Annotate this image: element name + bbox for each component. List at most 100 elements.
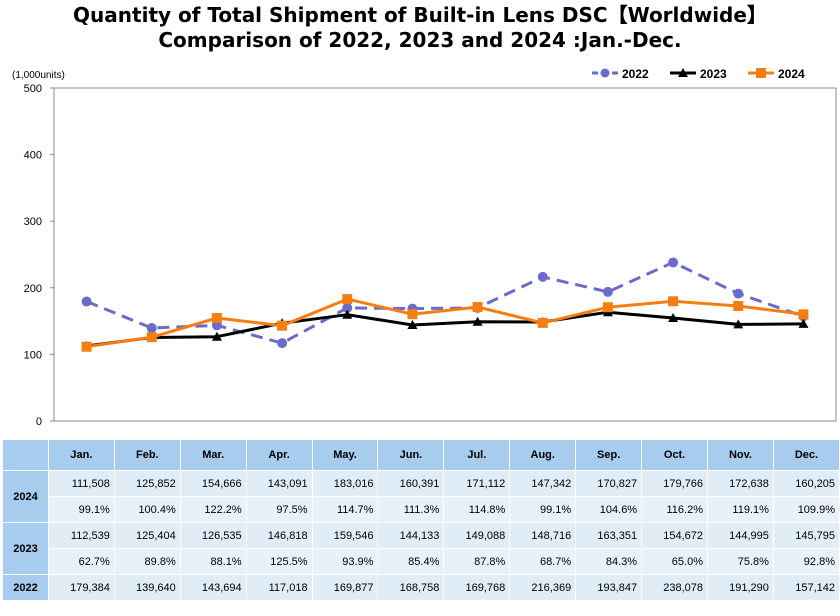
data-point-2024 (277, 320, 288, 331)
yoy-percent: 125.5% (245, 548, 313, 575)
shipment-value: 159,546 (311, 522, 379, 549)
data-point-2024 (211, 312, 222, 323)
shipment-value: 144,995 (707, 522, 774, 549)
table-header-row: Jan. Feb. Mar. Apr. May. Jun. Jul. Aug. … (2, 439, 840, 471)
yoy-percent: 104.6% (575, 496, 643, 523)
yoy-percent: 92.8% (772, 548, 840, 575)
table-row: 2024 111,508 125,852 154,666 143,091 183,016 1… (2, 470, 840, 523)
shipment-value: 148,716 (509, 522, 577, 549)
yoy-percent: 88.1% (179, 548, 247, 575)
shipment-value: 163,351 (575, 522, 643, 549)
year-label: 2024 (2, 470, 49, 523)
year-label: 2023 (2, 522, 49, 575)
yoy-percent: 75.8% (707, 548, 774, 575)
yoy-percent: 93.9% (311, 548, 379, 575)
month-header: Jan. (47, 439, 115, 471)
shipment-value: 157,142 (772, 574, 840, 601)
yoy-percent: 114.7% (311, 496, 379, 523)
y-tick-label: 300 (24, 216, 42, 228)
data-point-2022 (537, 271, 548, 282)
data-point-2022 (342, 302, 353, 313)
data-point-2022 (668, 257, 679, 268)
shipment-value: 193,847 (575, 574, 643, 601)
shipment-value: 147,342 (509, 470, 577, 497)
shipment-value: 169,877 (311, 574, 379, 601)
table-row: 99.1% 100.4% 122.2% 97.5% 114.7% 111.3% 114.8%… (3, 496, 840, 523)
month-header: Sep. (575, 439, 643, 471)
data-point-2024 (602, 302, 613, 313)
data-point-2022 (81, 296, 92, 307)
line-chart: 0 100 200 300 400 500 (1,000units) 2022 2023 2024 (12, 67, 837, 428)
shipment-value: 154,672 (641, 522, 708, 549)
shipment-value: 170,827 (575, 470, 643, 497)
data-point-2024 (537, 317, 548, 328)
legend-label-2024: 2024 (778, 67, 805, 81)
shipment-value: 144,133 (377, 522, 445, 549)
month-header: Nov. (707, 439, 774, 471)
shipment-value: 216,369 (509, 574, 577, 601)
month-header: Aug. (509, 439, 577, 471)
data-point-2023 (733, 319, 744, 329)
month-header: May. (311, 439, 379, 471)
table-row: 2022 179,384 139,640 143,694 117,018 169,877 1… (2, 574, 840, 601)
month-header: Feb. (113, 439, 181, 471)
legend-marker-2023 (678, 68, 688, 77)
shipment-value: 143,091 (245, 470, 313, 497)
y-tick-label: 400 (24, 150, 42, 162)
y-tick-label: 100 (24, 349, 42, 361)
month-header: Oct. (641, 439, 708, 471)
month-header: Jul. (443, 439, 511, 471)
shipment-value: 172,638 (707, 470, 774, 497)
yoy-percent: 109.9% (772, 496, 840, 523)
shipment-value: 112,539 (47, 522, 115, 549)
chart-title-line1: Quantity of Total Shipment of Built-in L… (73, 3, 767, 27)
month-header: Apr. (245, 439, 313, 471)
data-point-2023 (472, 316, 483, 326)
yoy-percent: 122.2% (179, 496, 247, 523)
data-point-2024 (668, 296, 679, 307)
yoy-percent: 114.8% (443, 496, 511, 523)
data-point-2023 (668, 312, 679, 322)
shipment-value: 179,384 (47, 574, 115, 601)
shipment-value: 139,640 (113, 574, 181, 601)
y-axis-unit-label: (1,000units) (12, 70, 65, 81)
shipment-value: 160,391 (377, 470, 445, 497)
shipment-value: 145,795 (772, 522, 840, 549)
yoy-percent: 99.1% (509, 496, 577, 523)
legend-marker-2022 (600, 68, 610, 78)
series-line-2024 (86, 297, 804, 349)
shipment-value: 191,290 (707, 574, 774, 601)
data-point-2024 (342, 294, 353, 305)
data-point-2023 (342, 309, 353, 319)
shipment-value: 179,766 (641, 470, 708, 497)
data-point-2023 (211, 331, 222, 341)
shipment-value: 238,078 (641, 574, 708, 601)
yoy-percent: 100.4% (113, 496, 181, 523)
shipment-value: 125,404 (113, 522, 181, 549)
yoy-percent: 97.5% (245, 496, 313, 523)
data-point-2022 (146, 322, 157, 333)
data-point-2024 (472, 302, 483, 313)
y-tick-label: 0 (36, 416, 42, 428)
shipment-value: 154,666 (179, 470, 247, 497)
yoy-percent: 85.4% (377, 548, 445, 575)
yoy-percent: 116.2% (641, 496, 708, 523)
yoy-percent: 119.1% (707, 496, 774, 523)
legend-label-2023: 2023 (700, 67, 727, 81)
yoy-percent: 62.7% (47, 548, 115, 575)
plot-area (53, 87, 837, 422)
chart-title-line2: Comparison of 2022, 2023 and 2024 :Jan.-… (158, 28, 682, 52)
yoy-percent: 87.8% (443, 548, 511, 575)
legend-marker-2024 (756, 68, 766, 78)
month-header: Mar. (179, 439, 247, 471)
yoy-percent: 68.7% (509, 548, 577, 575)
data-point-2022 (602, 286, 613, 297)
shipment-value: 125,852 (113, 470, 181, 497)
shipment-value: 126,535 (179, 522, 247, 549)
yoy-percent: 99.1% (47, 496, 115, 523)
shipment-value: 146,818 (245, 522, 313, 549)
yoy-percent: 89.8% (113, 548, 181, 575)
shipment-value: 183,016 (311, 470, 379, 497)
data-point-2022 (733, 288, 744, 299)
shipment-value: 149,088 (443, 522, 511, 549)
